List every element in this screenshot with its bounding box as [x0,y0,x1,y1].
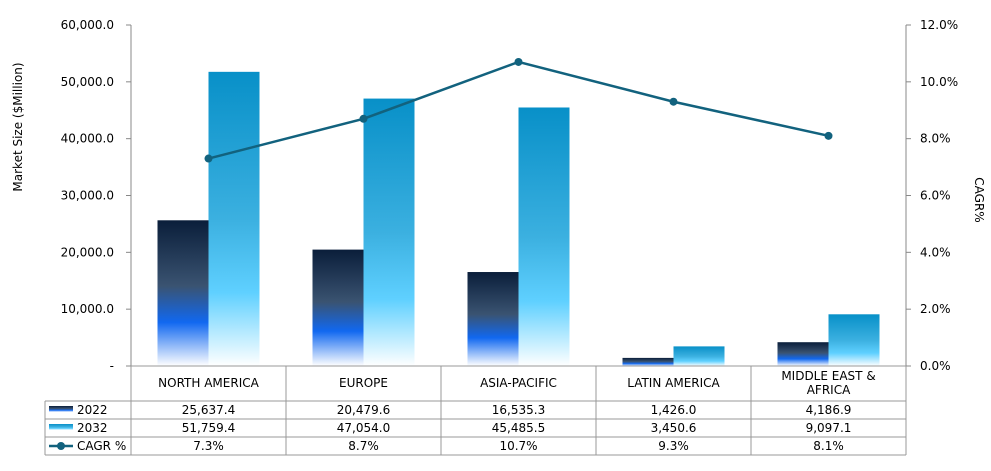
legend-key-2022 [49,406,73,412]
table-value: 3,450.6 [651,421,697,435]
table-value: 4,186.9 [806,403,852,417]
left-tick-label: 10,000.0 [61,302,114,316]
left-tick-label: - [110,359,114,373]
left-tick-label: 60,000.0 [61,18,114,32]
category-label: LATIN AMERICA [627,376,720,390]
cagr-point [669,97,678,106]
row-label-2032: 2032 [77,421,108,435]
table-value: 20,479.6 [337,403,390,417]
bar-2032 [363,98,415,367]
bar-2022 [622,357,674,366]
left-tick-label: 40,000.0 [61,132,114,146]
cagr-point [204,154,213,163]
cagr-point [824,131,833,140]
right-tick-label: 2.0% [920,302,951,316]
table-value: 10.7% [499,439,537,453]
bars [131,71,906,367]
right-tick-label: 6.0% [920,189,951,203]
left-tick-label: 20,000.0 [61,245,114,259]
bar-2032 [208,71,260,366]
legend-key-cagr-marker [57,442,65,450]
category-label: NORTH AMERICA [158,376,259,390]
cagr-point [359,114,368,123]
y-axis-label: Market Size ($Million) [11,62,25,191]
table-value: 51,759.4 [182,421,235,435]
left-tick-label: 30,000.0 [61,189,114,203]
table-value: 9.3% [658,439,689,453]
right-tick-label: 10.0% [920,75,958,89]
table-value: 45,485.5 [492,421,545,435]
cagr-line-layer [204,57,833,163]
table-value: 8.1% [813,439,844,453]
data-table: NORTH AMERICA EUROPE ASIA-PACIFIC LATIN AME… [44,365,907,456]
right-tick-label: 8.0% [920,132,951,146]
category-label: EUROPE [339,376,388,390]
y2-axis-label: CAGR% [972,177,986,222]
left-tick-label: 50,000.0 [61,75,114,89]
row-label-cagr: CAGR % [77,439,126,453]
bar-2022 [312,249,364,366]
table-value: 9,097.1 [806,421,852,435]
cagr-point [514,57,523,66]
bar-2022 [157,220,209,366]
bar-2022 [467,272,519,366]
table-value: 1,426.0 [651,403,697,417]
bar-2032 [673,346,725,366]
table-value: 47,054.0 [337,421,390,435]
bar-2032 [518,107,570,367]
bar-2022 [777,342,829,366]
table-value: 16,535.3 [492,403,545,417]
left-axis: - 10,000.0 20,000.0 30,000.0 40,000.0 50,000.… [61,18,132,373]
row-label-2022: 2022 [77,403,108,417]
right-tick-label: 4.0% [920,245,951,259]
legend-key-2032 [49,424,73,430]
right-axis: 0.0% 2.0% 4.0% 6.0% 8.0% 10.0% 12.0% [905,18,958,373]
bar-2032 [828,314,880,366]
right-tick-label: 12.0% [920,18,958,32]
table-value: 25,637.4 [182,403,235,417]
category-label: ASIA-PACIFIC [480,376,557,390]
table-value: 7.3% [193,439,224,453]
category-label: MIDDLE EAST & AFRICA [781,369,875,397]
table-value: 8.7% [348,439,379,453]
right-tick-label: 0.0% [920,359,951,373]
